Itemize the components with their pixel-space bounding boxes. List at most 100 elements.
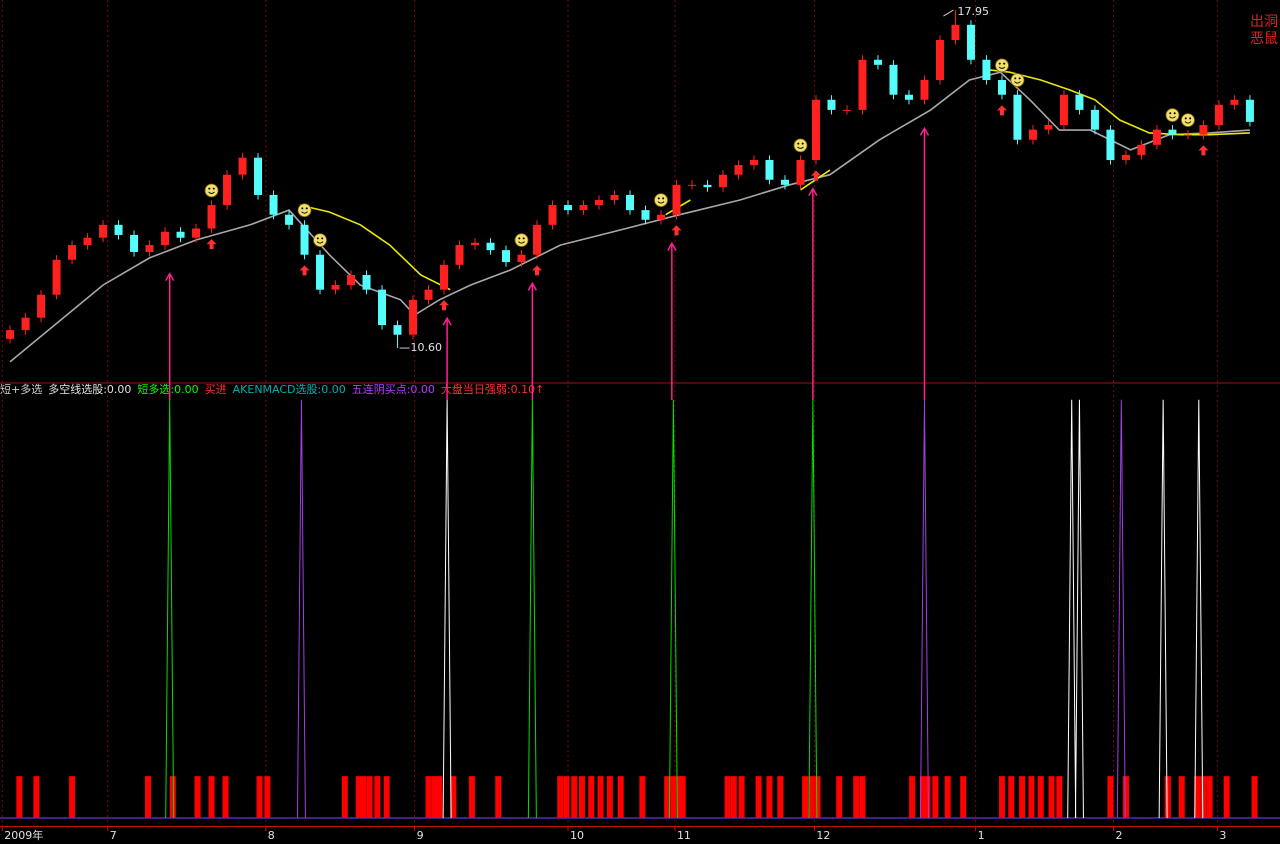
candle-body [99,224,108,238]
signal-bar [724,776,731,818]
candle-body [1183,134,1192,136]
signal-bar [808,776,815,818]
legend-entry: 短多选:0.00 [137,382,198,396]
signal-bar [366,776,373,818]
candle-body [1106,129,1115,161]
x-tick-label: 8 [268,829,275,842]
candle-body [517,254,526,263]
signal-arrow [532,265,543,276]
signal-bar [144,776,151,818]
candle-body [254,157,263,195]
legend-entry: 大盘当日强弱:0.10↑ [441,382,544,396]
smiley-mouth [301,211,308,214]
smiley-mouth [657,201,665,204]
candle-body [904,94,913,100]
smiley-eye [305,207,308,210]
signal-arrow [299,265,310,276]
smiley-mouth [1184,121,1192,124]
smiley-face [1181,113,1195,128]
smiley-mouth [1169,116,1176,119]
signal-bar [69,776,76,818]
buy-arrow-head [808,187,818,196]
signal-bar [374,776,381,818]
signal-bar [766,776,773,818]
smiley-eye [321,237,324,240]
signal-bar [617,776,624,818]
candle-body [687,184,696,186]
signal-arrow [206,239,217,250]
x-tick-label: 2009年 [4,828,43,842]
smiley-eye [657,197,660,200]
smiley [313,233,327,248]
candle-body [455,245,464,265]
signal-bar [606,776,613,818]
candle-body [440,264,449,290]
buy-arrow-head [442,316,452,326]
signal-bar [222,776,229,818]
moving-average [9,71,1250,363]
signal-bar [436,776,443,818]
signal-bar [597,776,604,818]
signal-bar [1019,776,1026,818]
candle-body [378,289,387,326]
signal-bar [557,776,564,818]
signal-bar [755,776,762,818]
candle-body [734,165,743,175]
signal-bar [944,776,951,818]
smiley-face [1010,73,1025,88]
smiley-eye [522,237,525,240]
candle-body [1013,94,1022,140]
signal-bar [1008,776,1015,818]
candle-body [1152,129,1161,145]
candle-body [6,330,15,339]
candle-body [409,299,418,335]
signal-bar [836,776,843,818]
candle-body [672,184,681,215]
candle-body [130,234,139,252]
candle-body [238,157,247,175]
candle-body [331,285,340,290]
x-tick-label: 3 [1219,829,1226,842]
smiley-face [995,58,1009,73]
candle-body [37,294,46,318]
x-tick-label: 2 [1116,829,1123,842]
signal-bar [1223,776,1230,818]
candle-body [765,160,774,180]
candle-body [1137,144,1146,155]
signal-bar [1107,776,1114,818]
buy-arrow-head [667,241,677,251]
signal-bar [1164,776,1171,818]
candle-body [68,245,77,260]
candle-body [223,174,232,206]
signal-bar [679,776,686,818]
signal-arrow [1198,145,1209,156]
smiley [297,203,312,218]
signal-bar [1056,776,1063,818]
signal-bar [264,776,271,818]
candle-body [502,250,511,263]
smiley [793,138,808,153]
smiley [1010,73,1025,88]
smiley-eye [1169,112,1172,115]
candle-body [703,184,712,188]
signal-bar [1200,776,1207,818]
signal-bar [33,776,40,818]
smiley-eye [301,207,304,210]
smiley-eye [518,237,521,240]
signal-bar [1178,776,1185,818]
candle-body [1059,94,1068,126]
candle-body [1075,94,1084,110]
buy-arrow-head [165,272,175,282]
signal-bar [639,776,646,818]
signal-bar [360,776,367,818]
candle-body [533,224,542,255]
smiley [654,193,668,208]
smiley [1165,108,1180,122]
candle-body [564,205,573,211]
candle-body [424,289,433,300]
signal-bar [802,776,809,818]
signal-arrow [996,105,1007,116]
smiley-mouth [316,241,324,244]
